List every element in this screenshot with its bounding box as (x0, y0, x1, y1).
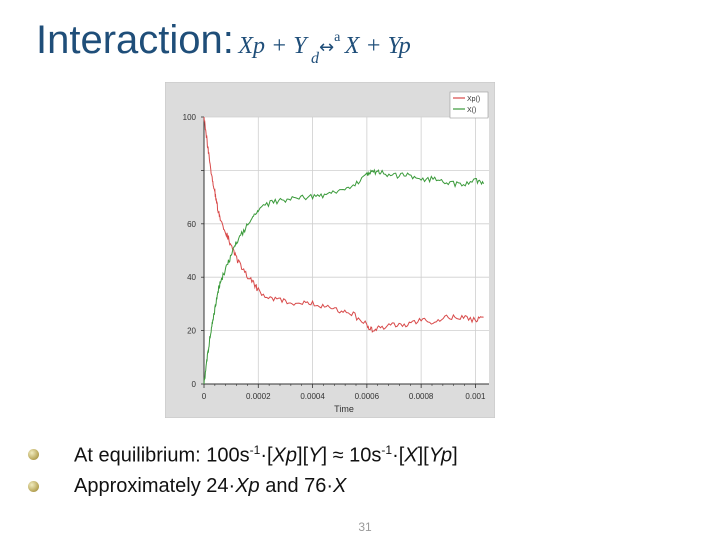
bullet-list: At equilibrium: 100s-1·[Xp][Y] ≈ 10s-1·[… (28, 443, 708, 507)
x-axis-label: Time (334, 404, 354, 414)
title-word: Interaction: (36, 18, 234, 62)
legend: Xp() X() (449, 91, 489, 119)
reversible-arrow-icon: ↔ (319, 37, 335, 58)
bullet-approx-text: Approximately 24·Xp and 76·X (74, 475, 347, 497)
bullet-equilibrium-text: At equilibrium: 100s-1·[Xp][Y] ≈ 10s-1·[… (74, 443, 458, 467)
time-course-chart: 0 20 40 60 100 0 0.0002 0.0004 0.0006 0.0008 0.001… (164, 81, 496, 419)
axes (201, 116, 489, 388)
x-tick-label: 0.001 (465, 392, 486, 401)
title-rhs: X + Yp (344, 33, 411, 59)
series-line-x (203, 168, 485, 385)
y-tick-label: 60 (187, 220, 196, 229)
series-group (203, 116, 485, 385)
title-rate-a: a (334, 30, 341, 45)
page-number: 31 (358, 520, 372, 534)
chart-frame: 0 20 40 60 100 0 0.0002 0.0004 0.0006 0.0008 0.001… (164, 81, 496, 419)
y-tick-label: 100 (183, 113, 197, 122)
bullet-dot-icon (28, 449, 39, 460)
y-tick-label: 20 (187, 327, 196, 336)
legend-label: X() (467, 107, 476, 114)
title-lhs: Xp + Y (238, 33, 307, 59)
title-rate-d: d (311, 50, 319, 67)
x-tick-label: 0 (202, 392, 207, 401)
bullet-dot-icon (28, 481, 39, 492)
y-tick-label: 40 (187, 273, 196, 282)
x-tick-label: 0.0006 (355, 392, 380, 401)
x-tick-label: 0.0008 (409, 392, 434, 401)
plot-area (204, 117, 489, 384)
x-tick-label: 0.0002 (246, 392, 271, 401)
y-tick-label: 0 (192, 380, 197, 389)
legend-label: Xp() (467, 96, 480, 103)
tick-labels: 0 20 40 60 100 0 0.0002 0.0004 0.0006 0.0008 0.001 (183, 113, 486, 401)
series-line-xp (203, 116, 484, 333)
legend-box (449, 91, 489, 119)
bullet-equilibrium: At equilibrium: 100s-1·[Xp][Y] ≈ 10s-1·[… (28, 443, 708, 475)
x-tick-label: 0.0004 (300, 392, 325, 401)
slide-title: Interaction: Xp + Y d↔a X + Yp (36, 18, 411, 78)
bullet-approx: Approximately 24·Xp and 76·X (28, 475, 708, 507)
